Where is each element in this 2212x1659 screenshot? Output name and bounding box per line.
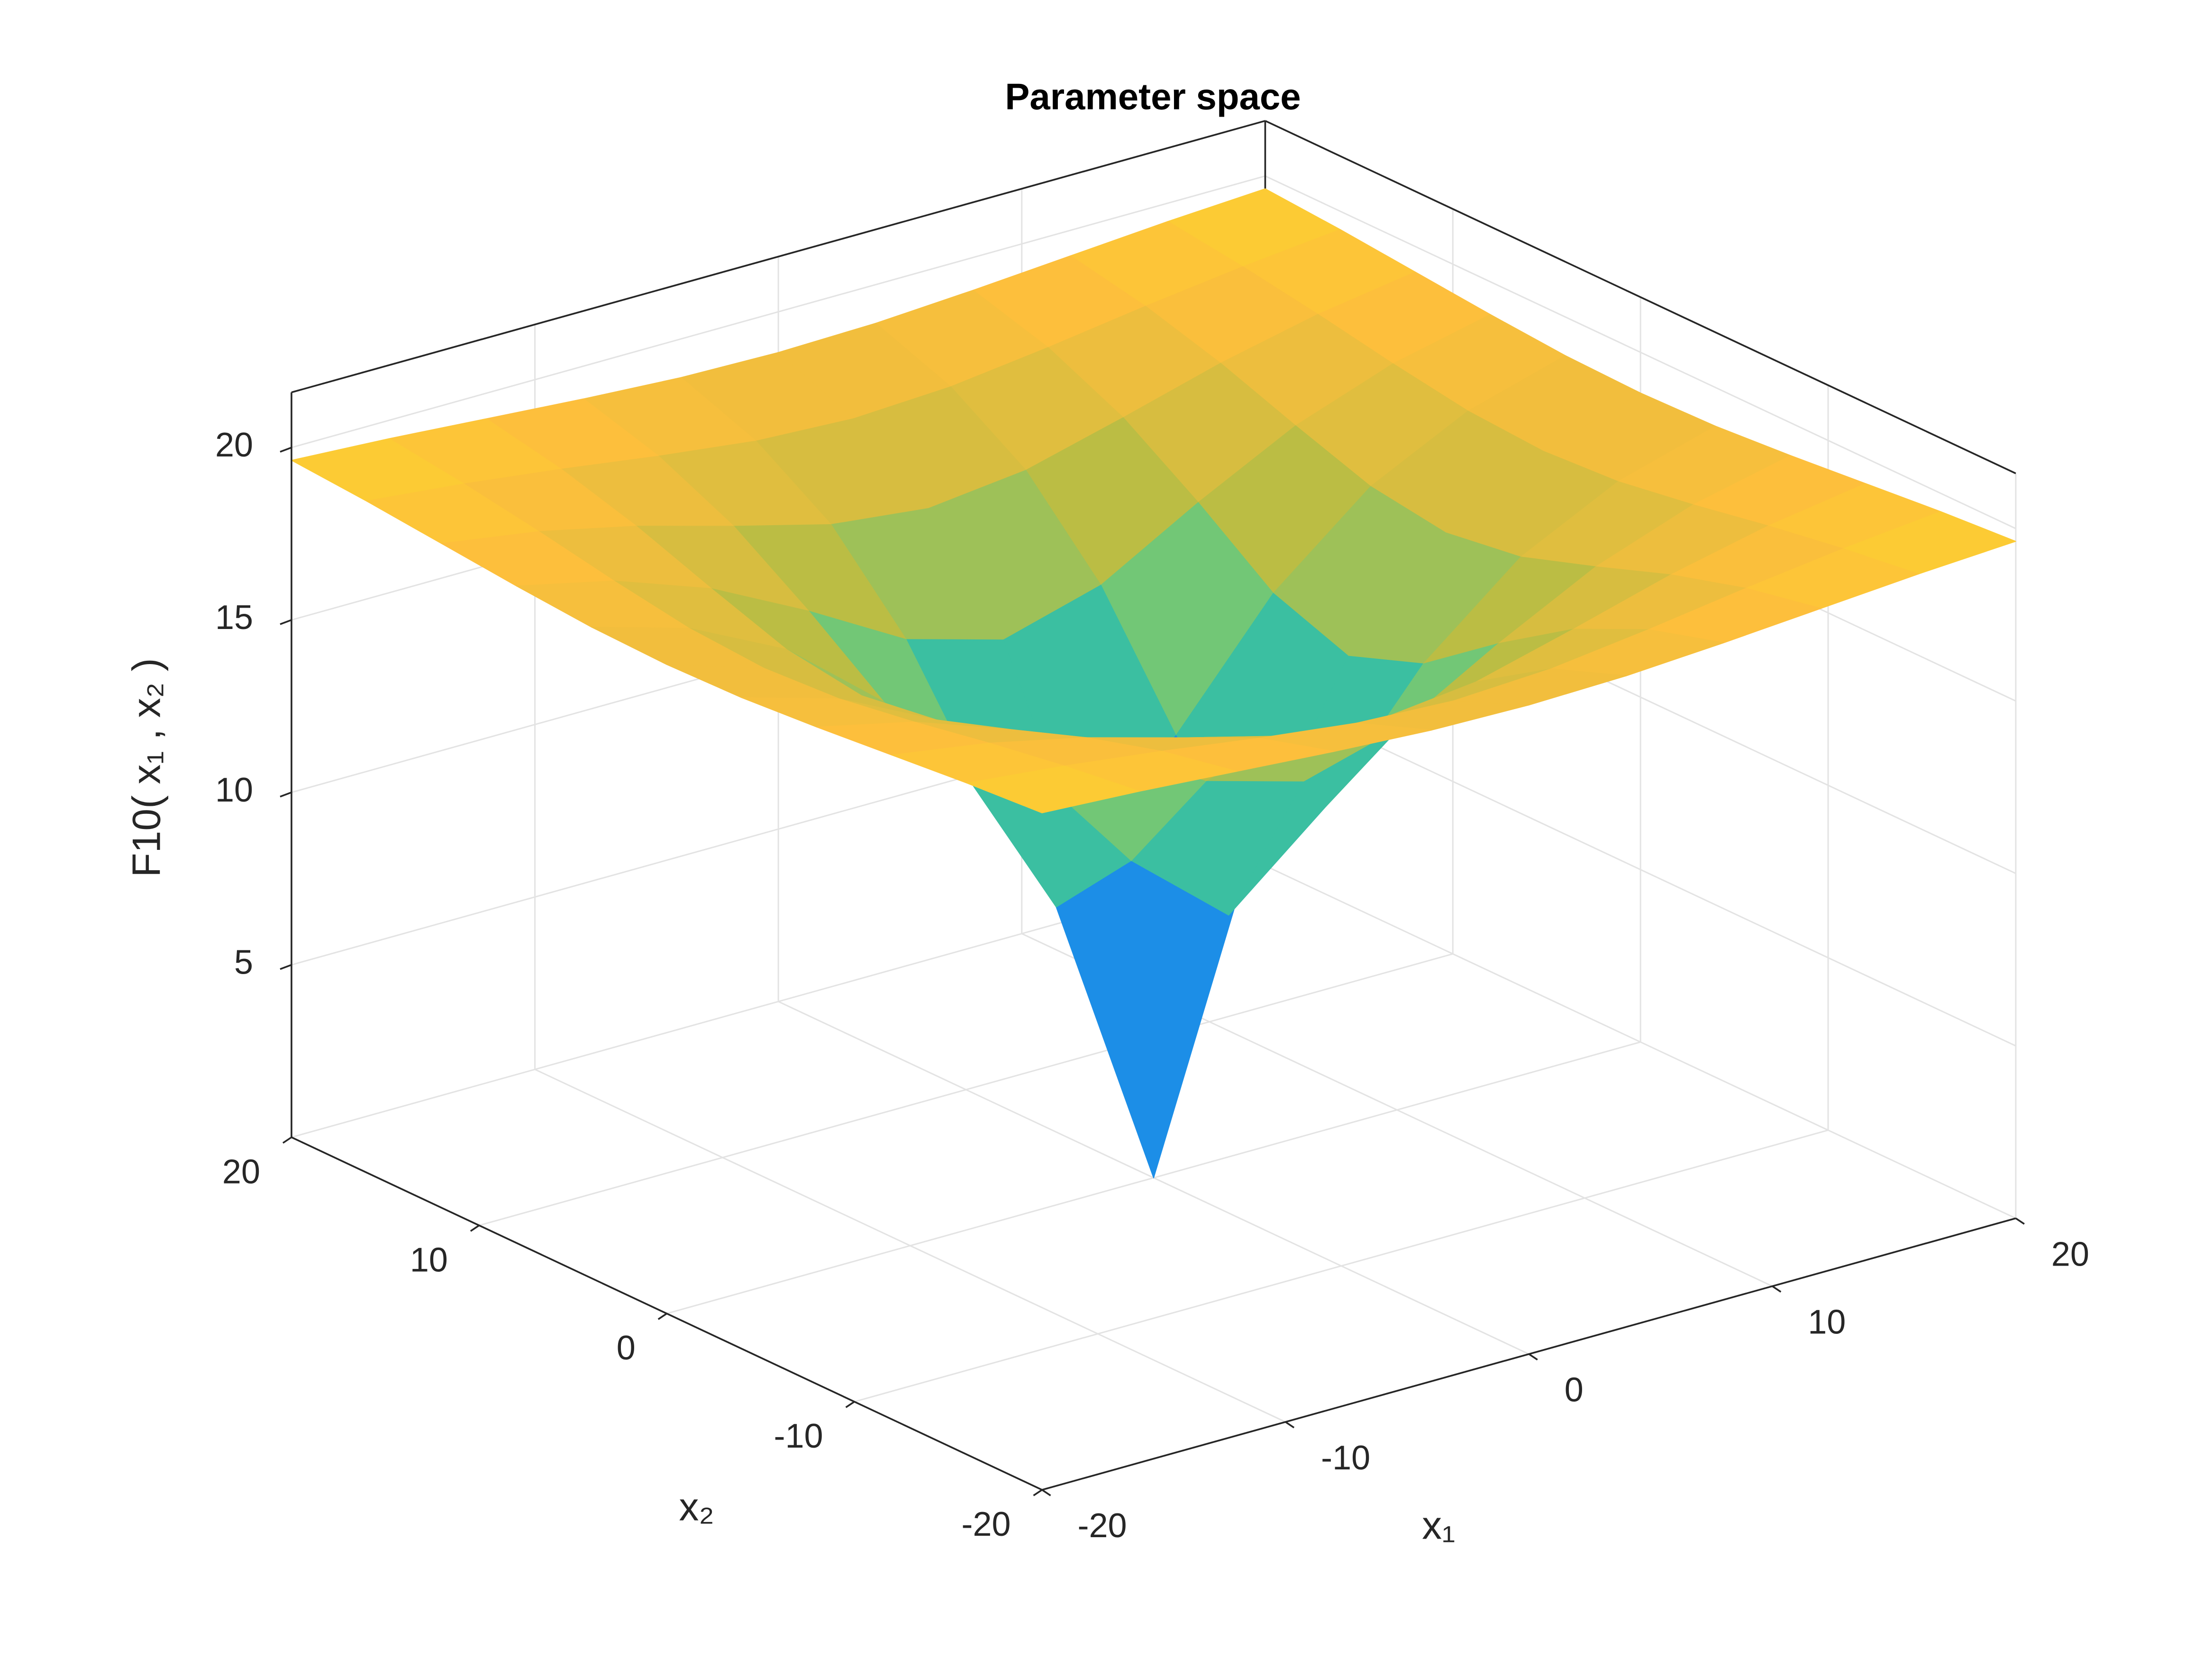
z-tick-label: 15 bbox=[215, 599, 253, 637]
z-tick-label: 20 bbox=[215, 426, 253, 464]
grid-line bbox=[479, 953, 1453, 1226]
z-tick-label: 10 bbox=[215, 771, 253, 809]
y-tick bbox=[657, 1313, 667, 1320]
x-tick-label: 10 bbox=[1808, 1303, 1846, 1341]
surface-patch bbox=[966, 766, 1140, 813]
x-tick bbox=[1285, 1421, 1295, 1429]
y-tick bbox=[1033, 1489, 1043, 1496]
y-axis-label: x₂ bbox=[679, 1484, 714, 1529]
x-tick-label: -20 bbox=[1078, 1507, 1127, 1545]
y-tick-label: 10 bbox=[410, 1241, 448, 1279]
y-tick-label: 0 bbox=[617, 1329, 636, 1367]
x-tick bbox=[2015, 1217, 2025, 1225]
y-tick bbox=[282, 1136, 292, 1144]
z-tick-label: 5 bbox=[234, 944, 253, 982]
plot-area: -20 -10 0 10 20 -20 -10 0 10 20 5 10 15 20 bbox=[215, 120, 2089, 1545]
x-tick bbox=[1041, 1489, 1051, 1496]
x-tick-label: 20 bbox=[2051, 1235, 2089, 1273]
z-tick bbox=[280, 619, 292, 625]
y-tick-label: -10 bbox=[774, 1417, 823, 1455]
chart-title: Parameter space bbox=[1005, 76, 1301, 118]
x-tick-label: -10 bbox=[1321, 1439, 1370, 1477]
z-tick bbox=[280, 447, 292, 453]
x-tick bbox=[1772, 1285, 1782, 1293]
y-tick-label: 20 bbox=[222, 1153, 260, 1191]
box-edge bbox=[1265, 120, 2016, 474]
x-axis-label: x₁ bbox=[1422, 1503, 1455, 1547]
z-tick bbox=[280, 964, 292, 970]
grid-line bbox=[854, 1129, 1829, 1403]
y-tick-label: -20 bbox=[962, 1505, 1011, 1543]
y-tick bbox=[845, 1401, 855, 1408]
z-axis-label: F10( x₁ , x₂ ) bbox=[124, 658, 168, 877]
x-tick-label: 0 bbox=[1565, 1371, 1584, 1409]
y-tick bbox=[470, 1224, 480, 1232]
x-tick bbox=[1528, 1353, 1538, 1361]
box-edge bbox=[291, 120, 1265, 393]
z-tick bbox=[280, 792, 292, 798]
